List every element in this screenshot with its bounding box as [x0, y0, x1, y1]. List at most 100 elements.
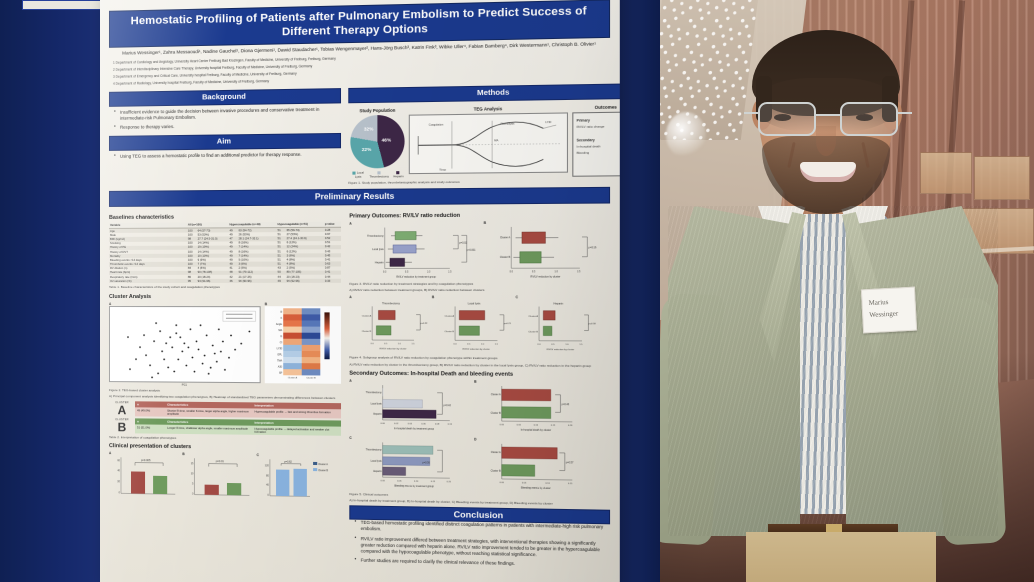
svg-text:0.05: 0.05: [517, 424, 522, 426]
svg-text:G: G: [280, 335, 282, 338]
results-left-column: Baselines characteristics Variable All (…: [108, 210, 342, 566]
background-bullet-2: Response to therapy varies.: [115, 122, 341, 131]
svg-text:Cluster B: Cluster B: [445, 330, 455, 333]
primary-outcomes-subcaption: A) RV/LV ratio reduction between treatme…: [349, 288, 485, 293]
svg-text:Local lysis: Local lysis: [371, 403, 383, 405]
svg-text:0.05: 0.05: [397, 480, 402, 482]
svg-text:0.02: 0.02: [394, 423, 399, 425]
clinical-presentation-figures: A p=0.005 0 20 40 60: [109, 451, 341, 504]
svg-text:60: 60: [117, 459, 120, 462]
svg-text:0.0: 0.0: [537, 344, 541, 346]
subgroup-chart-b: Local lysis p=0.21 Cluster A Cluster B: [445, 302, 512, 352]
svg-text:p=0.16: p=0.16: [588, 246, 597, 249]
svg-text:0.05: 0.05: [522, 482, 527, 484]
study-population-pie-chart: 46% 32% 22%: [350, 114, 405, 169]
pca-scatter-plot: [108, 305, 261, 383]
svg-text:Heparin: Heparin: [553, 302, 563, 306]
section-heading-methods: Methods: [348, 82, 620, 104]
cluster-a-badge: CLUSTER A: [109, 401, 135, 417]
outcomes-box: Primary RV/LV ratio change Secondary In-…: [572, 111, 620, 177]
svg-text:1.0: 1.0: [398, 344, 402, 346]
bleeding-by-cluster-chart: p=0.57 Cluster A Cluster B 0.00 0.05 0.1…: [491, 441, 574, 490]
conclusion-bullet-2: RV/LV ratio improvement differed between…: [356, 536, 611, 560]
svg-text:40: 40: [117, 469, 120, 472]
cluster-b-interpretation: Hypocoagulable profile → delayed activat…: [254, 427, 330, 434]
svg-text:1.5: 1.5: [411, 344, 415, 346]
svg-text:1.5: 1.5: [579, 344, 583, 346]
svg-text:0.20: 0.20: [568, 425, 573, 427]
svg-text:R: R: [280, 310, 282, 313]
svg-text:80: 80: [266, 475, 269, 478]
outcomes-primary-label: Primary: [576, 118, 590, 123]
svg-text:Cluster A: Cluster A: [500, 236, 511, 239]
svg-text:0.15: 0.15: [568, 483, 573, 485]
conclusion-bullet-3: Further studies are required to clarify …: [356, 558, 611, 570]
secondary-panel-c: C p=0.36 Thrombectomy: [349, 436, 471, 492]
primary-outcomes-caption: Figure 3. RV/LV ratio reduction by treat…: [349, 281, 474, 286]
pca-scatter-svg: [126, 307, 260, 378]
death-by-cluster-chart: p=0.46 Cluster A Cluster B 0.00 0.05 0.1…: [491, 384, 573, 432]
cluster-row-b: CLUSTER B n Characteristics Interpretati…: [109, 418, 342, 436]
outcomes-secondary-item-1: In-hospital death: [576, 144, 601, 149]
study-population-figure: Study Population 46% 32% 22% Local Lysis…: [350, 107, 405, 178]
svg-text:0.10: 0.10: [545, 483, 550, 485]
clinical-bar-a: p=0.005 0 20 40 60: [117, 456, 177, 500]
svg-text:CI: CI: [280, 341, 283, 344]
svg-text:RV/LV reduction by cluster: RV/LV reduction by cluster: [463, 348, 491, 351]
svg-text:In-hospital death by treatment: In-hospital death by treatment group: [394, 427, 435, 431]
section-heading-background: Background: [108, 87, 342, 107]
conclusion-bullets: TEG-based hemostatic profiling identifie…: [349, 520, 610, 570]
svg-text:Local lysis: Local lysis: [468, 302, 481, 306]
svg-text:1.5: 1.5: [577, 271, 581, 273]
cluster-a-n: 49 (49.0%): [137, 408, 151, 413]
results-right-column: Primary Outcomes: RV/LV ratio reduction …: [349, 209, 611, 573]
cluster-b-body: n Characteristics Interpretation 51 (51.…: [135, 418, 342, 436]
glasses-temple-right: [898, 112, 912, 114]
methods-caption: Figure 1. Study population, thrombelasto…: [348, 179, 460, 185]
cluster-subcaption: A) Principal component analysis identify…: [108, 393, 336, 400]
svg-text:Local lysis: Local lysis: [372, 248, 384, 251]
baseline-table-body: Age 100 64 (57-73) 49 63 (54-72) 51 65 (59-74)…: [108, 227, 342, 284]
cluster-b-data: 51 (51.0%) Longer R-time, shallower alph…: [135, 424, 342, 436]
cluster-b-badge: CLUSTER B: [109, 418, 135, 434]
aim-bullet-1: Using TEG to assess a hemostatic profile…: [115, 152, 341, 161]
svg-text:0.15: 0.15: [551, 425, 556, 427]
svg-text:LY30: LY30: [277, 347, 283, 350]
svg-text:5: 5: [192, 483, 194, 486]
board-left-panel: [0, 0, 104, 582]
clinical-panel-c: C p=0.82 0 40 80 120: [257, 453, 333, 504]
heatmap-panel: B: [264, 302, 342, 388]
svg-text:p=0.42: p=0.42: [443, 405, 451, 407]
clinical-panel-a: A p=0.005 0 20 40 60: [109, 451, 177, 501]
primary-panel-a: A: [349, 221, 477, 280]
rvlv-box-treatment: p=0.02 p<0.001 Thrombectomy Local lysis …: [367, 225, 476, 279]
svg-text:p=0.57: p=0.57: [566, 462, 574, 464]
subgroup-subcaption: A) RV/LV ratio reduction by cluster in t…: [349, 362, 592, 368]
svg-text:A30: A30: [278, 365, 283, 368]
trousers: [746, 532, 936, 582]
secondary-panel-a: A p=0.42 Thrombectomy: [349, 379, 471, 434]
svg-text:0.10: 0.10: [534, 424, 539, 426]
cluster-a-body: n Characteristics Interpretation 49 (49.…: [135, 401, 342, 419]
svg-text:Local lysis: Local lysis: [371, 460, 383, 462]
clinical-bar-b: p=0.01 0 5 10 15: [191, 456, 251, 501]
svg-text:p=0.005: p=0.005: [141, 458, 151, 462]
svg-text:Bleeding events by cluster: Bleeding events by cluster: [521, 486, 551, 490]
rvlv-box-cluster: p=0.16 Cluster A Cluster B 0.0 0.5 1.0 1.5 …: [500, 224, 597, 279]
svg-text:10: 10: [191, 473, 194, 476]
pie-label-local-lysis: 32%: [363, 126, 374, 132]
venue-glass-panel: [920, 152, 972, 194]
primary-outcome-figures: A: [349, 220, 610, 280]
svg-text:LY30: LY30: [545, 121, 551, 124]
svg-text:0.0: 0.0: [510, 271, 514, 273]
venue-glass-panel: [974, 156, 1030, 200]
svg-text:Cluster B: Cluster B: [528, 331, 538, 334]
svg-text:Cluster A: Cluster A: [318, 463, 328, 466]
svg-text:Cluster B: Cluster B: [318, 469, 328, 472]
outcomes-secondary-label: Secondary: [576, 137, 595, 143]
secondary-outcomes-heading: Secondary Outcomes: In-hospital Death an…: [349, 370, 514, 378]
svg-text:0: 0: [267, 494, 269, 497]
venue-lamp: [666, 112, 706, 158]
svg-text:Thrombectomy: Thrombectomy: [382, 302, 401, 306]
pie-label-thrombectomy: 22%: [361, 146, 372, 152]
